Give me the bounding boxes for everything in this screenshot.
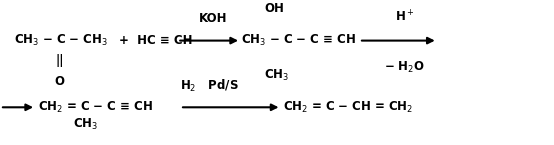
Text: OH: OH	[264, 1, 284, 14]
Text: CH$_3$: CH$_3$	[264, 68, 290, 83]
Text: CH$_3$ − C − CH$_3$: CH$_3$ − C − CH$_3$	[14, 33, 108, 48]
Text: CH$_3$: CH$_3$	[73, 117, 99, 132]
Text: CH$_2$ = C − C ≡ CH: CH$_2$ = C − C ≡ CH	[38, 100, 152, 115]
Text: O: O	[55, 75, 65, 88]
Text: ||: ||	[55, 54, 64, 67]
Text: − H$_2$O: − H$_2$O	[384, 59, 425, 75]
Text: CH$_2$ = C − CH = CH$_2$: CH$_2$ = C − CH = CH$_2$	[283, 100, 413, 115]
Text: +  HC ≡ CH: + HC ≡ CH	[119, 34, 193, 47]
Text: CH$_3$ − C − C ≡ CH: CH$_3$ − C − C ≡ CH	[241, 33, 356, 48]
Text: H$_2$   Pd/S: H$_2$ Pd/S	[180, 78, 239, 94]
Text: H$^+$: H$^+$	[394, 9, 414, 25]
Text: KOH: KOH	[199, 12, 228, 25]
